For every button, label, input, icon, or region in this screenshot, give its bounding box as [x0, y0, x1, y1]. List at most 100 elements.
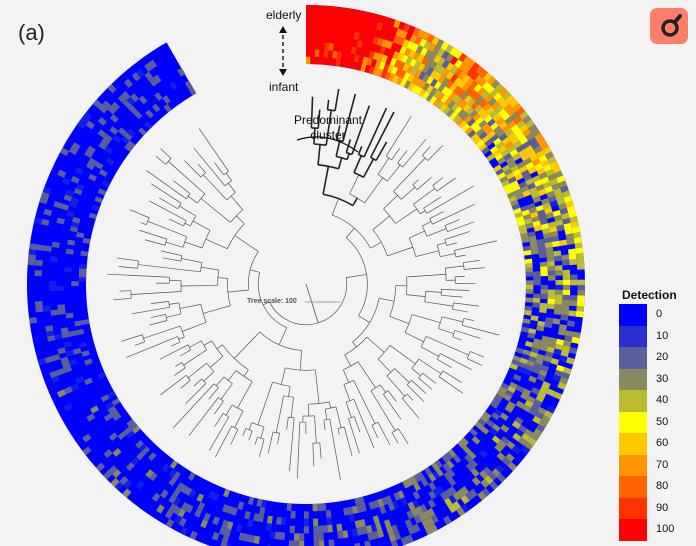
- heatmap-cell: [111, 468, 122, 479]
- heatmap-cell: [71, 142, 81, 151]
- tree-branch: [243, 369, 249, 377]
- heatmap-cell: [447, 100, 456, 110]
- heatmap-cell: [450, 103, 460, 112]
- heatmap-cell: [368, 501, 376, 510]
- tool-button[interactable]: [650, 8, 688, 44]
- heatmap-cell: [498, 386, 508, 394]
- legend-swatch: [619, 454, 647, 477]
- heatmap-cell: [152, 74, 162, 84]
- heatmap-cell: [502, 393, 512, 402]
- tree-branch: [126, 336, 178, 358]
- heatmap-cell: [57, 347, 67, 355]
- heatmap-cell: [310, 56, 316, 65]
- tree-branch: [228, 183, 236, 193]
- heatmap-cell: [559, 239, 568, 247]
- heatmap-cell: [400, 78, 408, 88]
- heatmap-cell: [479, 69, 489, 79]
- heatmap-cell: [173, 514, 183, 525]
- tree-branch: [214, 162, 224, 176]
- heatmap-cell: [306, 41, 312, 50]
- heatmap-cell: [572, 331, 581, 339]
- heatmap-cell: [528, 375, 538, 384]
- tree-branch: [299, 350, 302, 371]
- tree-branch: [227, 278, 231, 306]
- heatmap-cell: [148, 59, 158, 69]
- heatmap-cell: [122, 488, 132, 498]
- heatmap-cell: [310, 27, 317, 35]
- heatmap-cell: [246, 519, 254, 528]
- heatmap-cell: [332, 6, 339, 15]
- heatmap-cell: [487, 97, 498, 107]
- tree-branch: [423, 196, 442, 209]
- heatmap-cell: [479, 470, 489, 480]
- heatmap-cell: [473, 136, 482, 145]
- tree-branch: [466, 351, 471, 359]
- heatmap-cell: [63, 386, 73, 395]
- heatmap-cell: [526, 395, 536, 404]
- heatmap-cell: [418, 80, 427, 89]
- tree-branch: [214, 413, 224, 427]
- heatmap-cell: [212, 492, 220, 502]
- heatmap-cell: [553, 214, 563, 222]
- tree-branch: [230, 195, 243, 210]
- tree-branch: [178, 336, 185, 340]
- heatmap-cell: [359, 25, 367, 35]
- tree-branch: [225, 404, 233, 416]
- heatmap-cell: [562, 289, 571, 296]
- heatmap-cell: [547, 275, 556, 281]
- heatmap-cell: [542, 146, 552, 156]
- tree-branch: [394, 368, 410, 383]
- heatmap-cell: [527, 149, 537, 158]
- heatmap-cell: [556, 224, 565, 232]
- heatmap-cell: [327, 57, 333, 66]
- heatmap-cell: [546, 405, 556, 415]
- heatmap-cell: [512, 152, 521, 162]
- tree-branch: [272, 431, 280, 434]
- heatmap-cell: [126, 140, 136, 149]
- heatmap-cell: [298, 540, 305, 546]
- heatmap-cell: [42, 305, 51, 312]
- heatmap-cell: [513, 115, 523, 125]
- heatmap-cell: [67, 239, 76, 246]
- heatmap-cell: [433, 80, 443, 90]
- heatmap-cell: [547, 156, 557, 165]
- heatmap-cell: [368, 12, 376, 21]
- heatmap-cell: [110, 409, 119, 418]
- heatmap-cell: [415, 45, 424, 55]
- heatmap-cell: [315, 42, 321, 50]
- heatmap-cell: [280, 517, 287, 526]
- heatmap-cell: [324, 42, 330, 51]
- heatmap-cell: [418, 38, 428, 48]
- heatmap-cell: [511, 445, 522, 455]
- heatmap-cell: [467, 98, 477, 107]
- heatmap-cell: [161, 463, 171, 473]
- heatmap-cell: [86, 413, 96, 422]
- heatmap-cell: [454, 106, 463, 115]
- phylogenetic-tree: [107, 88, 500, 480]
- heatmap-cell: [471, 436, 481, 445]
- heatmap-cell: [555, 279, 563, 286]
- tree-branch: [411, 368, 421, 376]
- tree-branch: [444, 225, 448, 232]
- heatmap-cell: [34, 301, 43, 308]
- heatmap-cell: [561, 304, 570, 311]
- heatmap-cell: [421, 56, 430, 66]
- heatmap-cell: [508, 176, 517, 184]
- tree-branch: [453, 302, 480, 307]
- heatmap-cell: [441, 454, 450, 464]
- tree-branch: [432, 177, 444, 186]
- heatmap-cell: [124, 143, 133, 152]
- heatmap-cell: [491, 423, 501, 433]
- tree-branch: [345, 401, 352, 418]
- heatmap-cell: [533, 225, 543, 232]
- tree-branch: [379, 384, 387, 393]
- heatmap-cell: [311, 12, 317, 20]
- heatmap-cell: [310, 34, 317, 43]
- heatmap-cell: [220, 542, 228, 546]
- tree-branch: [227, 370, 237, 381]
- heatmap-cell: [517, 361, 527, 369]
- heatmap-cell: [364, 540, 371, 546]
- heatmap-cell: [189, 530, 198, 540]
- tree-branch: [406, 393, 414, 401]
- heatmap-cell: [324, 35, 331, 44]
